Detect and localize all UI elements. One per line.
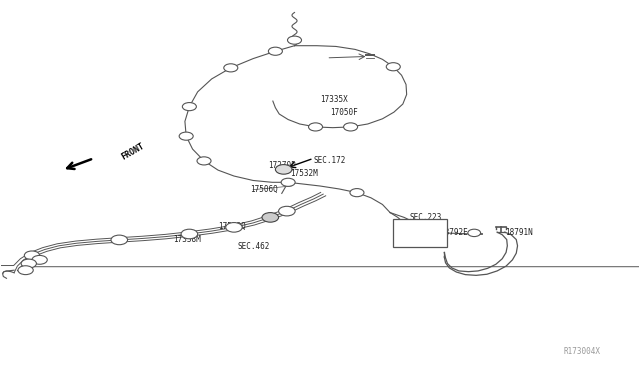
Circle shape [308,123,323,131]
Text: 17532M: 17532M [290,169,318,177]
Circle shape [268,47,282,55]
Text: 17050F: 17050F [330,108,358,117]
Text: 17502Q: 17502Q [218,222,246,231]
Circle shape [281,178,295,186]
Circle shape [226,222,243,232]
Circle shape [181,229,198,239]
Text: FRONT: FRONT [119,142,145,162]
Circle shape [287,36,301,44]
Text: SEC.223: SEC.223 [409,213,442,222]
Text: SEC.172: SEC.172 [314,155,346,165]
Circle shape [224,64,238,72]
Circle shape [197,157,211,165]
Circle shape [24,251,40,260]
Circle shape [21,259,36,268]
Circle shape [18,266,33,275]
Text: R173004X: R173004X [563,347,600,356]
Circle shape [387,62,400,71]
Text: 17338M: 17338M [173,235,201,244]
Circle shape [179,132,193,140]
Circle shape [468,229,481,237]
Circle shape [111,235,127,245]
Text: 18791N: 18791N [505,228,532,237]
Circle shape [350,189,364,197]
Text: 17270P: 17270P [268,161,296,170]
Circle shape [278,206,295,216]
FancyBboxPatch shape [394,219,447,247]
Circle shape [32,256,47,264]
Text: SEC.462: SEC.462 [237,243,269,251]
Circle shape [182,103,196,111]
Circle shape [262,212,278,222]
Text: 17506Q: 17506Q [250,185,278,194]
Circle shape [344,123,358,131]
Text: 17335X: 17335X [320,95,348,104]
Text: 18792E: 18792E [440,228,468,237]
Circle shape [275,164,292,174]
